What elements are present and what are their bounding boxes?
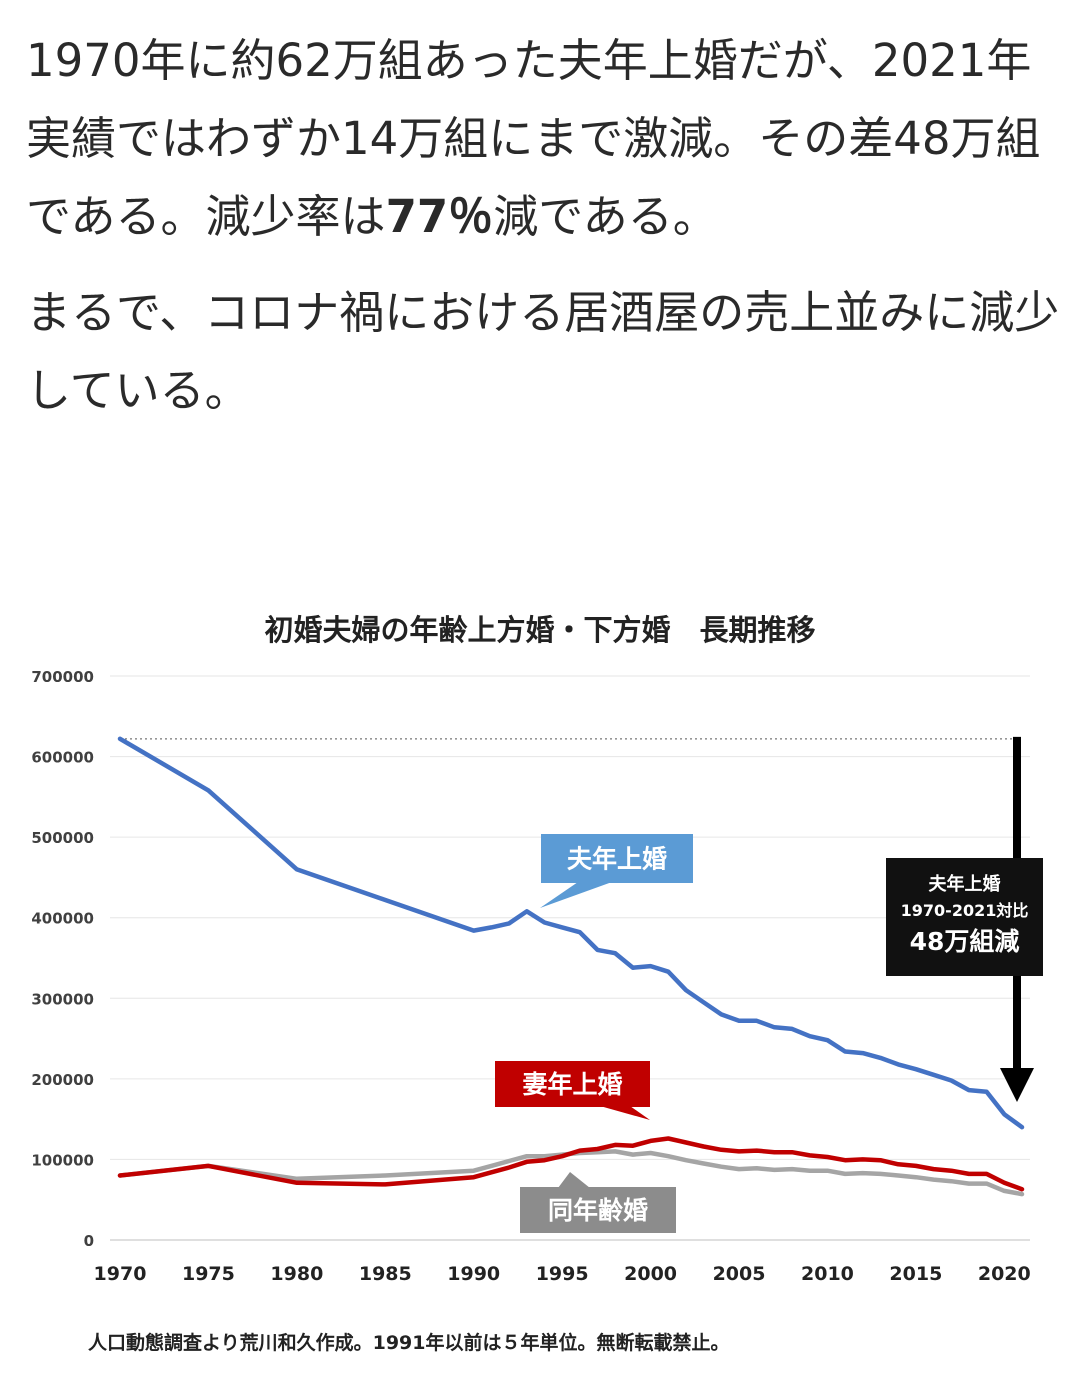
x-tick-label: 2000 [624,1263,677,1285]
grid-lines [110,675,1030,1241]
series-line-1 [117,1149,1025,1197]
x-tick-label: 1985 [359,1263,412,1285]
post-paragraph-1: 1970年に約62万組あった夫年上婚だが、2021年実績ではわずか14万組にまで… [26,22,1066,256]
chart-title: 初婚夫婦の年齢上方婚・下方婚 長期推移 [264,613,815,647]
x-tick-label: 1975 [182,1263,235,1285]
series-line-0 [117,736,1025,1130]
x-tick-label: 1990 [447,1263,500,1285]
y-tick-label: 400000 [31,910,94,928]
x-tick-label: 1980 [270,1263,323,1285]
post-text: 1970年に約62万組あった夫年上婚だが、2021年実績ではわずか14万組にまで… [26,22,1066,430]
reduction-callout-line-3: 48万組減 [910,927,1020,956]
label-same-age: 同年齢婚 [520,1172,676,1233]
y-tick-label: 200000 [31,1071,94,1089]
y-tick-label: 700000 [31,668,94,686]
x-tick-label: 2020 [978,1263,1031,1285]
down-arrow-head [1000,1068,1034,1102]
post-paragraph-2: まるで、コロナ禍における居酒屋の売上並みに減少している。 [26,286,1060,417]
y-tick-label: 100000 [31,1151,94,1169]
label-wife-older-box [495,1061,650,1107]
label-husband-older-tail [540,882,612,908]
label-wife-older-text: 妻年上婚 [522,1070,622,1099]
y-tick-label: 300000 [31,990,94,1008]
y-tick-label: 600000 [31,749,94,767]
x-tick-label: 2005 [713,1263,766,1285]
label-wife-older-tail [600,1106,650,1120]
axis-labels: 0 100000 200000 300000 400000 500000 600000 700… [31,668,1030,1285]
reduction-callout-line-2: 1970-2021対比 [901,901,1029,920]
x-tick-label: 1995 [536,1263,589,1285]
y-tick-label: 500000 [31,829,94,847]
label-husband-older: 夫年上婚 [540,834,693,908]
x-tick-label: 1970 [94,1263,147,1285]
series-lines [117,736,1025,1197]
para1-text-c: 減である。 [493,190,718,243]
label-husband-older-box [541,834,693,883]
label-wife-older: 妻年上婚 [495,1061,650,1120]
label-same-age-box [520,1187,676,1233]
reduction-callout-box [886,858,1043,976]
reduction-callout-line-1: 夫年上婚 [929,873,1001,895]
label-husband-older-text: 夫年上婚 [567,845,667,874]
para1-text-a: 1970年に約62万組あった夫年上婚だが、2021年実績ではわずか14万組にまで… [26,34,1041,243]
marriage-line-chart: 0 100000 200000 300000 400000 500000 600000 700… [31,613,1043,1285]
para1-text-bold: 77％ [385,190,494,243]
chart-caption: 人口動態調査より荒川和久作成。1991年以前は５年単位。無断転載禁止。 [88,1332,730,1354]
x-tick-label: 2010 [801,1263,854,1285]
series-line-2 [117,1136,1025,1192]
label-same-age-text: 同年齢婚 [548,1196,648,1225]
label-same-age-tail [558,1172,590,1188]
x-tick-label: 2015 [889,1263,942,1285]
y-tick-label: 0 [84,1232,94,1250]
